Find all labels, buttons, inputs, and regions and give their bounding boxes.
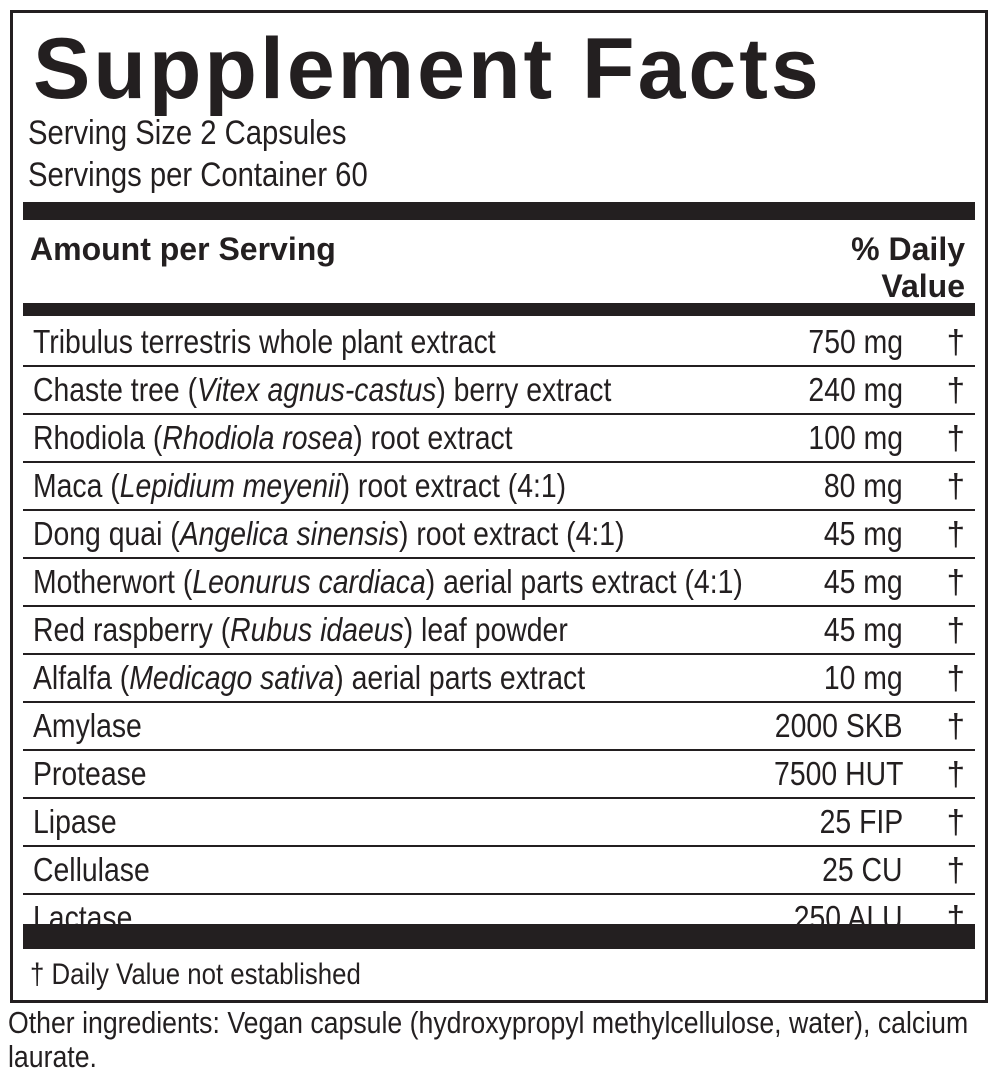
daily-value-dagger: † — [946, 803, 965, 840]
ingredient-name: Protease — [33, 755, 147, 792]
ingredient-amount: 7500 HUT — [773, 755, 903, 792]
daily-value-dagger: † — [946, 419, 965, 456]
ingredient-table: Tribulus terrestris whole plant extract 7… — [23, 319, 975, 941]
thick-divider — [23, 924, 975, 949]
footnote: † Daily Value not established — [30, 958, 361, 991]
daily-value-dagger: † — [946, 611, 965, 648]
table-row: Motherwort (Leonurus cardiaca) aerial pa… — [23, 559, 975, 607]
table-row: Red raspberry (Rubus idaeus) leaf powder… — [23, 607, 975, 655]
ingredient-name: Alfalfa (Medicago sativa) aerial parts e… — [33, 659, 586, 696]
ingredient-name: Rhodiola (Rhodiola rosea) root extract — [33, 419, 513, 456]
ingredient-amount: 25 CU — [822, 851, 903, 888]
servings-per-container: Servings per Container 60 — [28, 156, 368, 194]
daily-value-dagger: † — [946, 515, 965, 552]
table-row: Protease 7500 HUT † — [23, 751, 975, 799]
ingredient-amount: 100 mg — [808, 419, 903, 456]
ingredient-name: Tribulus terrestris whole plant extract — [33, 323, 496, 360]
ingredient-amount: 45 mg — [824, 563, 903, 600]
ingredient-name: Maca (Lepidium meyenii) root extract (4:… — [33, 467, 567, 504]
ingredient-name: Amylase — [33, 707, 142, 744]
ingredient-name: Lipase — [33, 803, 117, 840]
panel-title: Supplement Facts — [33, 21, 822, 117]
daily-value-header: % Daily Value — [851, 231, 965, 304]
daily-value-dagger: † — [946, 467, 965, 504]
ingredient-name: Dong quai (Angelica sinensis) root extra… — [33, 515, 625, 552]
supplement-facts-panel: Supplement Facts Serving Size 2 Capsules… — [10, 10, 988, 1003]
table-row: Rhodiola (Rhodiola rosea) root extract 10… — [23, 415, 975, 463]
daily-value-dagger: † — [946, 563, 965, 600]
table-row: Maca (Lepidium meyenii) root extract (4:… — [23, 463, 975, 511]
serving-size: Serving Size 2 Capsules — [28, 114, 347, 152]
table-row: Cellulase 25 CU † — [23, 847, 975, 895]
table-row: Lipase 25 FIP † — [23, 799, 975, 847]
daily-value-dagger: † — [946, 755, 965, 792]
ingredient-amount: 750 mg — [808, 323, 903, 360]
daily-value-dagger: † — [946, 371, 965, 408]
ingredient-amount: 45 mg — [824, 611, 903, 648]
other-ingredients: Other ingredients: Vegan capsule (hydrox… — [8, 1005, 969, 1074]
ingredient-amount: 10 mg — [824, 659, 903, 696]
daily-value-dagger: † — [946, 323, 965, 360]
amount-per-serving-header: Amount per Serving — [30, 231, 336, 267]
ingredient-name: Chaste tree (Vitex agnus-castus) berry e… — [33, 371, 612, 408]
table-row: Amylase 2000 SKB † — [23, 703, 975, 751]
table-row: Alfalfa (Medicago sativa) aerial parts e… — [23, 655, 975, 703]
daily-value-dagger: † — [946, 659, 965, 696]
ingredient-amount: 240 mg — [808, 371, 903, 408]
ingredient-name: Red raspberry (Rubus idaeus) leaf powder — [33, 611, 568, 648]
thick-divider — [23, 202, 975, 220]
ingredient-amount: 2000 SKB — [775, 707, 903, 744]
thick-divider — [23, 303, 975, 316]
ingredient-amount: 80 mg — [824, 467, 903, 504]
table-row: Dong quai (Angelica sinensis) root extra… — [23, 511, 975, 559]
ingredient-name: Motherwort (Leonurus cardiaca) aerial pa… — [33, 563, 743, 600]
daily-value-dagger: † — [946, 707, 965, 744]
daily-value-dagger: † — [946, 851, 965, 888]
ingredient-amount: 45 mg — [824, 515, 903, 552]
ingredient-amount: 25 FIP — [819, 803, 903, 840]
table-row: Tribulus terrestris whole plant extract 7… — [23, 319, 975, 367]
ingredient-name: Cellulase — [33, 851, 150, 888]
table-row: Chaste tree (Vitex agnus-castus) berry e… — [23, 367, 975, 415]
